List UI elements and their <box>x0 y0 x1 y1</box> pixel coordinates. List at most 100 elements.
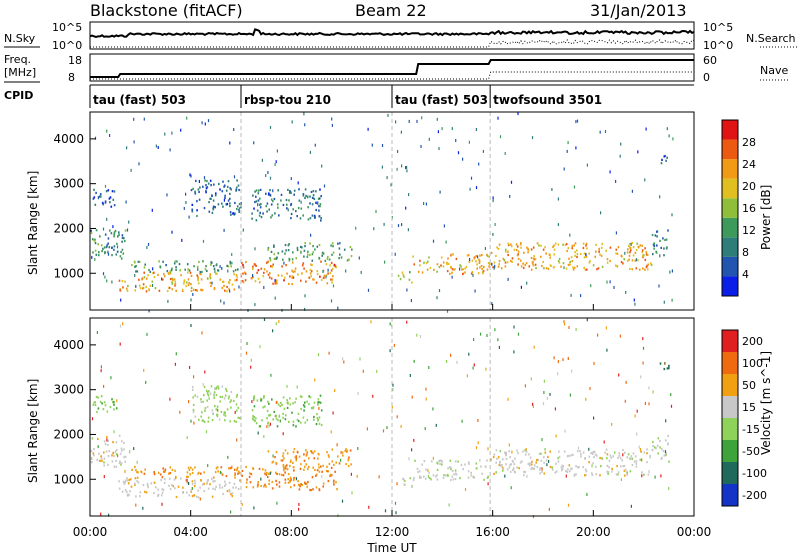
heatmap-cell <box>566 149 568 153</box>
heatmap-cell <box>620 261 623 264</box>
heatmap-cell <box>527 247 529 250</box>
heatmap-cell <box>253 207 255 210</box>
heatmap-cell <box>291 261 294 264</box>
heatmap-cell <box>319 188 321 191</box>
heatmap-cell <box>273 197 276 201</box>
colorbar-swatch <box>722 440 738 462</box>
heatmap-cell <box>99 235 101 238</box>
heatmap-cell <box>254 303 256 307</box>
heatmap-cell <box>423 475 425 478</box>
heatmap-cell <box>190 283 192 286</box>
heatmap-cell <box>287 188 289 191</box>
heatmap-cell <box>451 253 453 256</box>
heatmap-cell <box>316 273 319 276</box>
heatmap-cell <box>236 179 238 182</box>
heatmap-cell <box>430 460 433 463</box>
heatmap-cell <box>557 243 560 246</box>
heatmap-cell <box>591 473 594 476</box>
heatmap-cell <box>660 246 662 249</box>
heatmap-cell <box>653 247 655 250</box>
heatmap-cell <box>640 450 642 453</box>
heatmap-cell <box>318 466 320 469</box>
heatmap-cell <box>225 189 228 192</box>
heatmap-cell <box>643 473 645 476</box>
heatmap-cell <box>269 259 272 262</box>
heatmap-cell <box>514 457 516 460</box>
heatmap-cell <box>203 385 206 388</box>
heatmap-cell <box>263 271 265 274</box>
heatmap-cell <box>254 190 256 193</box>
heatmap-cell <box>113 465 116 468</box>
heatmap-cell <box>98 195 101 198</box>
heatmap-cell <box>585 253 587 257</box>
heatmap-cell <box>310 489 312 492</box>
heatmap-cell <box>536 458 538 462</box>
heatmap-cell <box>231 492 234 495</box>
heatmap-cell <box>215 393 218 397</box>
heatmap-cell <box>237 406 240 409</box>
heatmap-cell <box>557 457 559 460</box>
heatmap-cell <box>262 406 264 409</box>
heatmap-cell <box>625 290 627 294</box>
heatmap-cell <box>207 464 209 468</box>
colorbar-swatch <box>722 462 738 484</box>
heatmap-cell <box>208 397 210 400</box>
heatmap-cell <box>194 190 196 193</box>
heatmap-cell <box>483 266 485 269</box>
heatmap-cell <box>249 472 251 475</box>
heatmap-cell <box>292 451 295 454</box>
heatmap-cell <box>159 266 162 269</box>
heatmap-cell <box>195 495 198 498</box>
heatmap-cell <box>113 403 115 406</box>
heatmap-cell <box>298 502 300 506</box>
heatmap-cell <box>194 192 197 195</box>
heatmap-cell <box>287 208 289 212</box>
heatmap-cell <box>188 482 190 485</box>
heatmap-cell <box>531 261 534 264</box>
heatmap-cell <box>468 462 470 465</box>
heatmap-cell <box>510 463 512 466</box>
heatmap-cell <box>140 470 142 473</box>
heatmap-cell <box>475 186 478 190</box>
heatmap-cell <box>299 217 302 220</box>
heatmap-cell <box>166 289 169 293</box>
heatmap-cell <box>656 235 658 238</box>
heatmap-cell <box>533 258 536 261</box>
heatmap-cell <box>530 248 533 251</box>
heatmap-cell <box>116 399 118 403</box>
heatmap-cell <box>202 260 204 263</box>
heatmap-cell <box>660 162 663 165</box>
heatmap-cell <box>105 450 108 453</box>
heatmap-cell <box>627 453 630 456</box>
heatmap-cell <box>576 255 578 259</box>
heatmap-cell <box>515 248 518 252</box>
heatmap-cell <box>272 189 274 193</box>
heatmap-cell <box>133 117 135 121</box>
heatmap-cell <box>579 252 582 256</box>
heatmap-cell <box>213 476 215 479</box>
heatmap-cell <box>216 386 218 389</box>
heatmap-cell <box>234 201 236 205</box>
heatmap-cell <box>457 151 460 155</box>
colorbar-frame <box>721 329 739 507</box>
heatmap-cell <box>282 474 285 477</box>
heatmap-cell <box>285 249 287 252</box>
heatmap-cell <box>317 398 320 401</box>
heatmap-cell <box>550 264 552 267</box>
heatmap-cell <box>163 481 166 484</box>
heatmap-cell <box>530 463 533 466</box>
heatmap-cell <box>564 322 566 326</box>
heatmap-cell <box>628 244 630 247</box>
heatmap-cell <box>454 460 457 463</box>
heatmap-cell <box>284 252 286 255</box>
heatmap-cell <box>524 449 526 452</box>
heatmap-cell <box>296 451 299 454</box>
heatmap-cell <box>266 425 268 429</box>
heatmap-cell <box>642 267 644 270</box>
heatmap-cell <box>194 466 196 469</box>
heatmap-cell <box>646 264 648 267</box>
heatmap-cell <box>145 491 148 494</box>
heatmap-cell <box>479 266 481 269</box>
heatmap-cell <box>275 479 277 482</box>
